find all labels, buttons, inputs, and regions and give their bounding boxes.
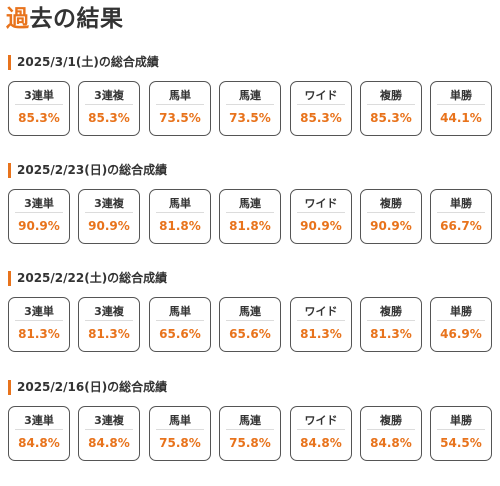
stat-card-label: 馬単: [156, 196, 204, 213]
stat-card-label: ワイド: [297, 304, 345, 321]
stat-card: 3連複 85.3%: [78, 81, 140, 136]
stat-card: ワイド 90.9%: [290, 189, 352, 244]
stat-card-label: 馬連: [226, 304, 274, 321]
stat-card-value: 84.8%: [18, 436, 60, 450]
stat-card-value: 54.5%: [440, 436, 482, 450]
stat-card-row: 3連単 81.3% 3連複 81.3% 馬単 65.6% 馬連 65.6% ワイド 81.3% 複勝…: [8, 297, 494, 352]
stat-card-value: 81.3%: [300, 327, 342, 341]
stat-card-value: 84.8%: [300, 436, 342, 450]
stat-card: 3連単 85.3%: [8, 81, 70, 136]
stat-card: 3連単 84.8%: [8, 406, 70, 461]
stat-card-label: ワイド: [297, 413, 345, 430]
stat-card: 3連複 90.9%: [78, 189, 140, 244]
stat-card-row: 3連単 85.3% 3連複 85.3% 馬単 73.5% 馬連 73.5% ワイド 85.3% 複勝…: [8, 81, 494, 136]
stat-card-row: 3連単 84.8% 3連複 84.8% 馬単 75.8% 馬連 75.8% ワイド 84.8% 複勝…: [8, 406, 494, 461]
section-heading: 2025/2/22(土)の総合成績: [8, 271, 167, 286]
stat-card-value: 85.3%: [18, 111, 60, 125]
stat-card: 馬単 73.5%: [149, 81, 211, 136]
stat-card-label: 単勝: [437, 88, 485, 105]
stat-card: 複勝 84.8%: [360, 406, 422, 461]
stat-card: 馬単 65.6%: [149, 297, 211, 352]
stat-card-label: 3連複: [85, 88, 133, 105]
stat-card-value: 90.9%: [370, 219, 412, 233]
stat-card-label: 3連複: [85, 413, 133, 430]
stat-card: 馬連 75.8%: [219, 406, 281, 461]
stat-card-value: 85.3%: [370, 111, 412, 125]
stat-card-value: 85.3%: [88, 111, 130, 125]
stat-card-value: 81.3%: [88, 327, 130, 341]
stat-card-value: 90.9%: [88, 219, 130, 233]
result-section: 2025/2/16(日)の総合成績 3連単 84.8% 3連複 84.8% 馬単 75.8%…: [0, 380, 500, 486]
stat-card-value: 73.5%: [159, 111, 201, 125]
stat-card-label: 3連単: [15, 413, 63, 430]
stat-card-label: 単勝: [437, 413, 485, 430]
stat-card-label: 3連複: [85, 196, 133, 213]
stat-card-value: 65.6%: [229, 327, 271, 341]
result-section: 2025/2/23(日)の総合成績 3連単 90.9% 3連複 90.9% 馬単 81.8%…: [0, 163, 500, 269]
stat-card: 単勝 54.5%: [430, 406, 492, 461]
stat-card-label: ワイド: [297, 88, 345, 105]
section-heading: 2025/2/23(日)の総合成績: [8, 163, 167, 178]
stat-card-label: 馬連: [226, 196, 274, 213]
page-title: 過去の結果: [6, 2, 124, 36]
stat-card-label: 馬単: [156, 304, 204, 321]
stat-card: 馬単 81.8%: [149, 189, 211, 244]
stat-card-value: 66.7%: [440, 219, 482, 233]
stat-card-label: 馬単: [156, 88, 204, 105]
stat-card-row: 3連単 90.9% 3連複 90.9% 馬単 81.8% 馬連 81.8% ワイド 90.9% 複勝…: [8, 189, 494, 244]
stat-card: 馬連 65.6%: [219, 297, 281, 352]
stat-card: ワイド 81.3%: [290, 297, 352, 352]
result-section: 2025/2/22(土)の総合成績 3連単 81.3% 3連複 81.3% 馬単 65.6%…: [0, 271, 500, 377]
stat-card-value: 90.9%: [300, 219, 342, 233]
stat-card-value: 90.9%: [18, 219, 60, 233]
stat-card: 複勝 90.9%: [360, 189, 422, 244]
stat-card: 馬単 75.8%: [149, 406, 211, 461]
stat-card-value: 75.8%: [229, 436, 271, 450]
result-section: 2025/3/1(土)の総合成績 3連単 85.3% 3連複 85.3% 馬単 73.5% 馬…: [0, 55, 500, 161]
stat-card-label: 単勝: [437, 196, 485, 213]
stat-card-label: 3連単: [15, 196, 63, 213]
stat-card-value: 84.8%: [88, 436, 130, 450]
stat-card-value: 75.8%: [159, 436, 201, 450]
stat-card-value: 81.8%: [229, 219, 271, 233]
stat-card-value: 81.8%: [159, 219, 201, 233]
stat-card: 単勝 66.7%: [430, 189, 492, 244]
section-heading: 2025/3/1(土)の総合成績: [8, 55, 159, 70]
stat-card-label: 複勝: [367, 413, 415, 430]
stat-card: 馬連 73.5%: [219, 81, 281, 136]
stat-card-value: 73.5%: [229, 111, 271, 125]
stat-card-value: 81.3%: [18, 327, 60, 341]
stat-card-label: 馬単: [156, 413, 204, 430]
stat-card: 3連単 90.9%: [8, 189, 70, 244]
stat-card-value: 44.1%: [440, 111, 482, 125]
stat-card-value: 65.6%: [159, 327, 201, 341]
stat-card-label: ワイド: [297, 196, 345, 213]
stat-card-label: 3連単: [15, 88, 63, 105]
stat-card: ワイド 85.3%: [290, 81, 352, 136]
stat-card-label: 複勝: [367, 88, 415, 105]
stat-card: 馬連 81.8%: [219, 189, 281, 244]
stat-card: 単勝 46.9%: [430, 297, 492, 352]
stat-card: 複勝 85.3%: [360, 81, 422, 136]
stat-card: 3連複 84.8%: [78, 406, 140, 461]
stat-card-label: 単勝: [437, 304, 485, 321]
stat-card: 3連複 81.3%: [78, 297, 140, 352]
stat-card-label: 複勝: [367, 196, 415, 213]
stat-card-label: 馬連: [226, 88, 274, 105]
stat-card: 複勝 81.3%: [360, 297, 422, 352]
stat-card-label: 馬連: [226, 413, 274, 430]
stat-card-value: 85.3%: [300, 111, 342, 125]
stat-card-value: 46.9%: [440, 327, 482, 341]
stat-card-label: 複勝: [367, 304, 415, 321]
stat-card: ワイド 84.8%: [290, 406, 352, 461]
stat-card-value: 81.3%: [370, 327, 412, 341]
section-heading: 2025/2/16(日)の総合成績: [8, 380, 167, 395]
stat-card-value: 84.8%: [370, 436, 412, 450]
stat-card: 単勝 44.1%: [430, 81, 492, 136]
stat-card-label: 3連複: [85, 304, 133, 321]
stat-card-label: 3連単: [15, 304, 63, 321]
page-title-rest: 去の結果: [29, 6, 124, 32]
page-title-accent: 過: [6, 6, 30, 32]
stat-card: 3連単 81.3%: [8, 297, 70, 352]
